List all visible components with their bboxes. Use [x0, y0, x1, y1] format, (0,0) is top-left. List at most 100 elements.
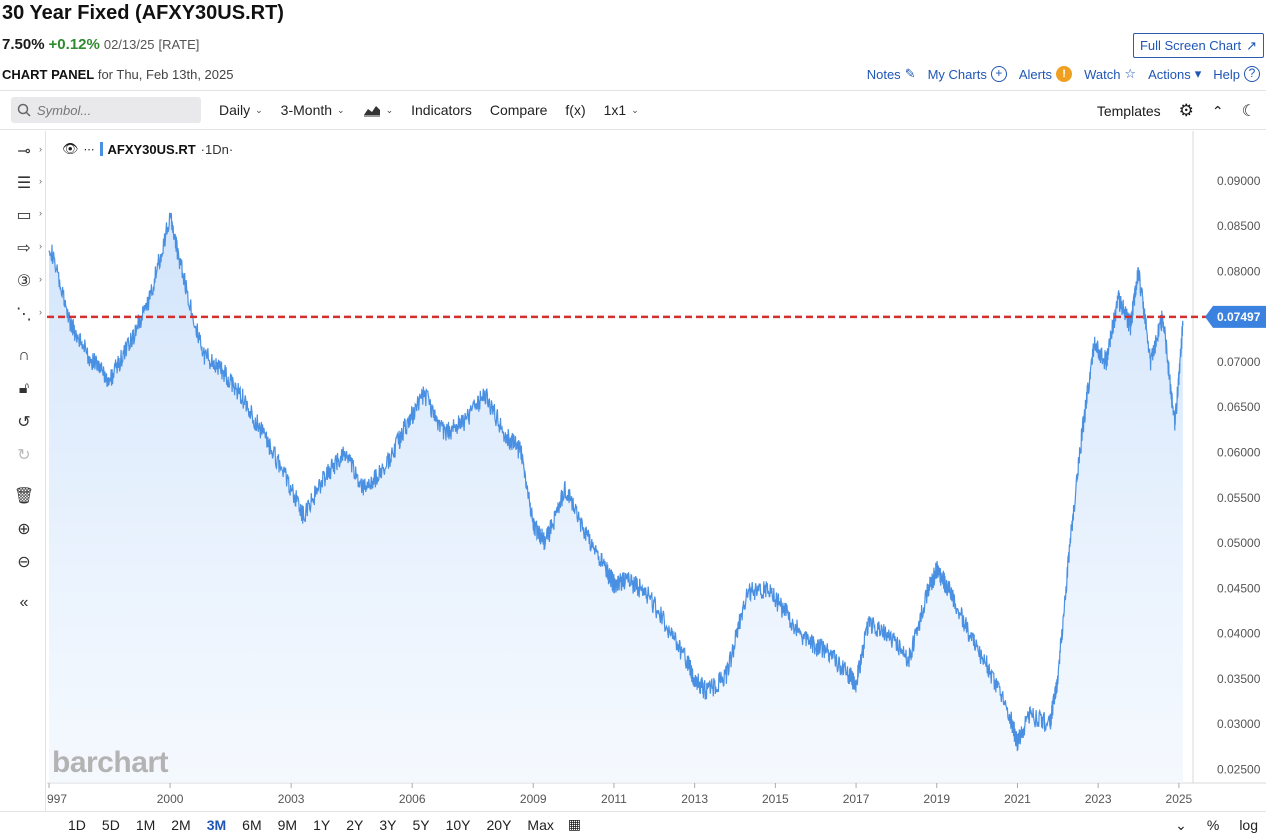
symbol-search[interactable] [11, 97, 201, 123]
series-color-swatch [99, 142, 103, 156]
log-toggle[interactable]: log [1239, 817, 1258, 833]
pattern-tool-icon[interactable]: ⋱ › [16, 306, 42, 323]
range-5d[interactable]: 5D [101, 816, 120, 833]
y-tick-label: 0.06000 [1217, 445, 1261, 459]
range-20y[interactable]: 20Y [486, 816, 512, 833]
chevron-down-icon: ⌄ [255, 104, 263, 115]
symbol-input[interactable] [37, 102, 187, 118]
y-tick-label: 0.04500 [1217, 581, 1261, 595]
x-tick-label: 2019 [923, 792, 950, 806]
x-tick-label: 2023 [1085, 792, 1112, 806]
y-tick-label: 0.05500 [1217, 491, 1261, 505]
period-dropdown[interactable]: 3-Month ⌄ [281, 102, 345, 118]
last-price-tag [1205, 305, 1266, 328]
y-tick-label: 0.08500 [1217, 219, 1261, 233]
percent-toggle[interactable]: % [1206, 817, 1220, 833]
interval-label: Daily [219, 102, 251, 118]
chart-panel-label: CHART PANEL for Thu, Feb 13th, 2025 [2, 67, 233, 82]
collapse-icon[interactable]: ⌃ [1211, 102, 1224, 119]
actions-label: Actions [1148, 66, 1191, 82]
zoom-out-icon[interactable]: ⊖ [17, 554, 31, 571]
search-icon [17, 103, 31, 117]
my-charts-link[interactable]: My Charts + [928, 66, 1007, 82]
fib-tool-icon[interactable]: ☰ › [16, 175, 42, 192]
counter-tool-icon[interactable]: ③ › [16, 273, 42, 290]
y-tick-label: 0.04000 [1217, 627, 1261, 641]
dark-mode-icon[interactable]: ☾ [1241, 103, 1256, 120]
alerts-link[interactable]: Alerts! [1018, 66, 1073, 82]
function-button[interactable]: f(x) [565, 102, 586, 118]
watch-label: Watch [1084, 66, 1121, 82]
eye-icon[interactable]: 👁︎ [62, 141, 79, 156]
line-tool-icon[interactable]: ⊸ › [17, 143, 42, 160]
y-tick-label: 0.08000 [1217, 264, 1261, 278]
x-tick-label: 2011 [601, 792, 627, 806]
quote-date: 02/13/25 [103, 37, 155, 52]
x-tick-label: 2021 [1004, 792, 1031, 806]
range-1y[interactable]: 1Y [313, 816, 331, 833]
help-link[interactable]: Help? [1213, 66, 1260, 82]
full-screen-label: Full Screen Chart [1139, 38, 1242, 53]
arrow-tool-icon[interactable]: ⇨ › [17, 240, 42, 257]
range-10y[interactable]: 10Y [445, 816, 471, 833]
range-3y[interactable]: 3Y [379, 816, 397, 833]
star-icon: ☆ [1124, 66, 1137, 81]
range-9m[interactable]: 9M [277, 816, 298, 833]
alert-icon: ! [1056, 66, 1073, 82]
interval-dropdown[interactable]: Daily ⌄ [219, 102, 263, 118]
range-1d[interactable]: 1D [68, 816, 86, 833]
x-tick-label: 2015 [762, 792, 789, 806]
range-3m[interactable]: 3M [206, 816, 227, 833]
y-tick-label: 0.03000 [1217, 717, 1261, 731]
x-tick-label: 2025 [1166, 792, 1193, 806]
alerts-label: Alerts [1018, 66, 1053, 82]
x-tick-label: 2003 [278, 792, 305, 806]
area-chart-icon [363, 106, 380, 117]
actions-menu[interactable]: Actions ▾ [1148, 66, 1201, 82]
range-1m[interactable]: 1M [135, 816, 156, 833]
templates-button[interactable]: Templates [1096, 103, 1161, 119]
undo-icon[interactable]: ↺ [17, 414, 31, 431]
range-max[interactable]: Max [527, 816, 554, 833]
y-tick-label: 0.07000 [1217, 355, 1261, 369]
last-price-tag-label: 0.07497 [1217, 310, 1261, 324]
redo-icon[interactable]: ↻ [17, 447, 31, 464]
x-tick-label: 997 [47, 792, 67, 806]
compare-button[interactable]: Compare [489, 102, 548, 118]
price-change: +0.12% [48, 36, 100, 53]
range-5y[interactable]: 5Y [412, 816, 430, 833]
more-options-icon[interactable]: ⋯ [83, 143, 95, 156]
chart-legend: 👁︎ ⋯ AFXY30US.RT ·1Dn· [62, 141, 233, 157]
page-title: 30 Year Fixed (AFXY30US.RT) [2, 2, 284, 24]
range-selector: 1D 5D 1M 2M 3M 6M 9M 1Y 2Y 3Y 5Y 10Y 20Y Max [60, 817, 562, 833]
y-tick-label: 0.05000 [1217, 536, 1261, 550]
trash-icon[interactable]: 🗑︎ [13, 488, 35, 505]
shape-tool-icon[interactable]: ▭ › [16, 207, 42, 224]
range-2m[interactable]: 2M [171, 816, 191, 833]
legend-symbol: AFXY30US.RT [107, 141, 196, 157]
collapse-sidebar-icon[interactable]: « [19, 594, 29, 611]
range-2y[interactable]: 2Y [346, 816, 364, 833]
notes-link[interactable]: Notes ✎ [867, 66, 916, 82]
indicators-button[interactable]: Indicators [411, 102, 472, 118]
last-price: 7.50% [2, 36, 45, 53]
chart-area[interactable]: 0.090000.085000.080000.075000.070000.065… [47, 131, 1266, 811]
calendar-icon[interactable]: ▦ [567, 816, 582, 832]
magnet-icon[interactable]: ∩ [18, 347, 30, 364]
y-tick-label: 0.09000 [1217, 174, 1261, 188]
my-charts-label: My Charts [927, 66, 987, 82]
unlock-icon[interactable]: 🔓︎ [18, 380, 30, 397]
layout-dropdown[interactable]: 1x1 ⌄ [604, 102, 639, 118]
full-screen-chart-button[interactable]: Full Screen Chart ↗ [1132, 33, 1264, 58]
expand-down-icon[interactable]: ⌄ [1175, 816, 1187, 833]
chart-type-dropdown[interactable]: ⌄ [363, 103, 393, 117]
price-chart[interactable]: 0.090000.085000.080000.075000.070000.065… [47, 131, 1266, 811]
chart-panel-date: for Thu, Feb 13th, 2025 [97, 67, 234, 82]
x-tick-label: 2013 [681, 792, 708, 806]
gear-icon[interactable]: ⚙ [1178, 101, 1194, 120]
zoom-in-icon[interactable]: ⊕ [17, 521, 31, 538]
layout-label: 1x1 [603, 102, 627, 118]
watch-link[interactable]: Watch ☆ [1084, 66, 1136, 82]
range-6m[interactable]: 6M [242, 816, 262, 833]
quote-summary: 7.50% +0.12% 02/13/25 [RATE] [2, 36, 199, 53]
